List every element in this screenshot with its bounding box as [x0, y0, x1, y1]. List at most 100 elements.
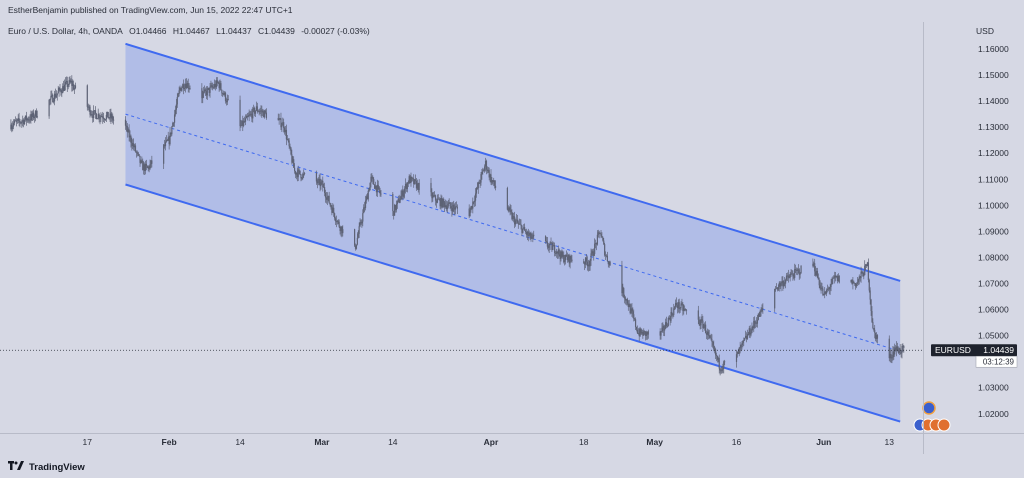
candle-body	[321, 180, 323, 183]
low-value: L1.04437	[216, 26, 252, 36]
candle-body	[672, 314, 674, 316]
candle-body	[630, 308, 632, 314]
candle-body	[470, 206, 472, 211]
candle-body	[870, 299, 872, 312]
candle-body	[720, 370, 722, 372]
candle-body	[554, 252, 557, 254]
candle-body	[564, 254, 567, 261]
candle-body	[409, 176, 411, 183]
candle-body	[723, 361, 725, 368]
candle-body	[18, 118, 20, 121]
candle-body	[375, 185, 378, 193]
candle-body	[27, 118, 29, 121]
candle-body	[828, 288, 830, 290]
candle-body	[514, 220, 517, 225]
candle-body	[902, 345, 904, 347]
idea-avatars[interactable]	[913, 401, 951, 432]
candle-body	[485, 160, 488, 170]
candle-body	[664, 328, 666, 331]
candle-body	[134, 145, 137, 152]
candle-body	[863, 275, 865, 277]
candle-body	[754, 320, 756, 324]
candle-body	[398, 198, 400, 203]
candle-body	[832, 277, 834, 279]
change-value: -0.00027 (-0.03%)	[301, 26, 370, 36]
candle-body	[173, 122, 175, 124]
candle-body	[406, 182, 408, 190]
candle-body	[86, 85, 88, 107]
candle-body	[584, 257, 587, 265]
time-axis[interactable]: 17 Feb 14 Mar 14 Apr 18 May 16 Jun 13	[83, 437, 895, 447]
time-tick-label: 16	[732, 437, 742, 447]
candle-body	[369, 182, 371, 191]
candle-body	[284, 128, 286, 133]
candle-body	[124, 119, 127, 126]
candle-body	[243, 121, 245, 126]
candle-body	[478, 182, 480, 184]
candle-body	[597, 232, 599, 235]
candle-body	[208, 87, 210, 93]
candle-body	[242, 120, 244, 126]
candle-body	[783, 282, 785, 287]
candle-body	[249, 114, 251, 116]
price-tick-label: 1.03000	[978, 383, 1009, 393]
footer-brand[interactable]: TradingView	[8, 461, 85, 473]
symbol-legend[interactable]: Euro / U.S. Dollar, 4h, OANDA O1.04466 H…	[8, 26, 374, 36]
candle-body	[869, 290, 871, 300]
candle-body	[512, 216, 514, 219]
candle-body	[508, 207, 510, 211]
candle-body	[558, 249, 560, 255]
candle-body	[718, 358, 720, 369]
candle-body	[23, 119, 26, 125]
last-price-box	[931, 344, 1017, 357]
candle-body	[342, 229, 344, 234]
candle-body	[294, 171, 297, 175]
time-tick-label: Apr	[484, 437, 499, 447]
candle-body	[405, 183, 408, 190]
candle-body	[757, 313, 759, 320]
candle-body	[667, 317, 669, 327]
candle-body	[93, 110, 96, 112]
candle-body	[889, 353, 891, 359]
candle-body	[858, 276, 860, 280]
candle-body	[563, 254, 565, 263]
candle-body	[203, 91, 205, 94]
candle-body	[621, 265, 623, 294]
candle-body	[684, 308, 686, 310]
candle-body	[825, 290, 828, 294]
candle-body	[829, 287, 831, 290]
candle-body	[247, 116, 249, 118]
candle-body	[371, 176, 373, 178]
candle-body	[358, 226, 360, 234]
candle-body	[183, 87, 186, 90]
price-tick-label: 1.15000	[978, 70, 1009, 80]
candle-body	[90, 114, 92, 116]
candle-body	[130, 135, 132, 143]
currency-label[interactable]: USD	[976, 26, 994, 36]
candle-body	[332, 207, 334, 213]
candle-body	[755, 322, 757, 324]
candle-body	[202, 93, 204, 99]
candle-body	[474, 193, 477, 201]
candle-body	[277, 117, 279, 121]
candle-body	[850, 279, 852, 283]
candle-body	[756, 319, 759, 324]
candle-body	[288, 140, 290, 147]
candle-body	[58, 87, 60, 92]
close-value: C1.04439	[257, 26, 295, 36]
symbol-title[interactable]: Euro / U.S. Dollar, 4h, OANDA	[8, 26, 123, 36]
candle-body	[864, 265, 866, 276]
candle-body	[438, 199, 440, 201]
candle-body	[623, 288, 625, 297]
candle-body	[104, 119, 107, 120]
regression-channel[interactable]	[125, 42, 901, 423]
candle-body	[855, 283, 858, 287]
candle-body	[412, 178, 414, 180]
avatar-icon	[922, 401, 936, 415]
candle-body	[227, 99, 229, 100]
time-tick-label: 17	[83, 437, 93, 447]
candle-body	[330, 204, 332, 208]
candle-body	[57, 91, 59, 94]
candle-body	[745, 335, 747, 338]
